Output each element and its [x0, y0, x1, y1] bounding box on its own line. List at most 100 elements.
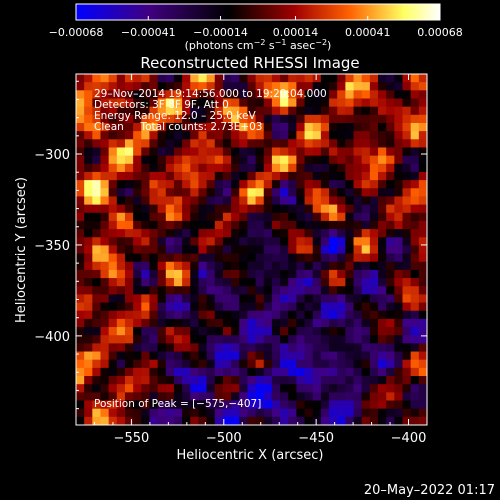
heatmap-cell — [353, 237, 363, 247]
heatmap-cell — [84, 147, 93, 157]
heatmap-cell — [304, 384, 314, 393]
heatmap-cell — [271, 310, 281, 320]
heatmap-cell — [173, 327, 183, 336]
heatmap-cell — [231, 261, 240, 271]
heatmap-cell — [337, 269, 346, 279]
heatmap-cell — [312, 327, 322, 336]
heatmap-cell — [394, 253, 404, 263]
heatmap-cell — [304, 98, 314, 108]
heatmap-cell — [288, 261, 297, 271]
heatmap-cell — [165, 229, 175, 238]
heatmap-cell — [231, 171, 240, 181]
heatmap-cell — [165, 90, 175, 100]
heatmap-cell — [157, 286, 167, 295]
heatmap-cell — [312, 147, 322, 157]
heatmap-cell — [92, 155, 102, 165]
heatmap-cell — [182, 343, 191, 353]
heatmap-cell — [231, 163, 240, 173]
heatmap-cell — [124, 220, 134, 230]
heatmap-cell — [410, 98, 420, 108]
heatmap-cell — [304, 400, 314, 410]
heatmap-cell — [165, 318, 175, 328]
heatmap-cell — [361, 196, 371, 206]
heatmap-cell — [312, 131, 322, 140]
heatmap-cell — [165, 367, 175, 377]
heatmap-cell — [157, 155, 167, 165]
heatmap-cell — [271, 261, 281, 271]
heatmap-cell — [173, 318, 183, 328]
heatmap-cell — [410, 278, 420, 287]
heatmap-cell — [320, 180, 330, 189]
heatmap-cell — [206, 155, 216, 165]
heatmap-cell — [263, 359, 273, 369]
heatmap-cell — [149, 188, 159, 198]
heatmap-cell — [100, 139, 110, 149]
heatmap-cell — [337, 400, 346, 410]
heatmap-cell — [361, 188, 371, 198]
heatmap-cell — [394, 408, 404, 418]
heatmap-cell — [304, 90, 314, 100]
heatmap-cell — [239, 106, 249, 116]
heatmap-cell — [247, 147, 257, 157]
heatmap-cell — [337, 74, 346, 83]
heatmap-cell — [100, 245, 110, 255]
heatmap-cell — [361, 163, 371, 173]
heatmap-cell — [247, 408, 257, 418]
heatmap-cell — [410, 74, 420, 83]
heatmap-cell — [84, 237, 93, 247]
heatmap-cell — [288, 327, 297, 336]
heatmap-cell — [296, 286, 306, 295]
heatmap-cell — [345, 327, 355, 336]
heatmap-cell — [76, 212, 85, 222]
heatmap-cell — [280, 310, 289, 320]
heatmap-cell — [353, 139, 363, 149]
heatmap-cell — [337, 351, 346, 361]
heatmap-cell — [255, 163, 265, 173]
heatmap-cell — [116, 171, 126, 181]
heatmap-cell — [116, 286, 126, 295]
heatmap-cell — [165, 74, 175, 83]
heatmap-cell — [76, 400, 85, 410]
heatmap-cell — [386, 302, 395, 312]
heatmap-cell — [361, 351, 371, 361]
heatmap-cell — [214, 408, 224, 418]
heatmap-cell — [394, 82, 404, 91]
heatmap-cell — [247, 367, 257, 377]
heatmap-cell — [280, 229, 289, 238]
heatmap-cell — [173, 74, 183, 83]
heatmap-cell — [353, 147, 363, 157]
heatmap-cell — [108, 188, 118, 198]
heatmap-cell — [239, 114, 249, 124]
heatmap-cell — [369, 90, 379, 100]
heatmap-cell — [345, 359, 355, 369]
heatmap-cell — [361, 98, 371, 108]
heatmap-cell — [418, 400, 427, 410]
heatmap-cell — [337, 335, 346, 344]
heatmap-cell — [182, 204, 191, 214]
heatmap-cell — [386, 327, 395, 336]
heatmap-cell — [304, 310, 314, 320]
heatmap-cell — [288, 269, 297, 279]
heatmap-cell — [394, 131, 404, 140]
heatmap-cell — [271, 343, 281, 353]
heatmap-cell — [247, 286, 257, 295]
heatmap-cell — [173, 90, 183, 100]
heatmap-cell — [320, 139, 330, 149]
heatmap-cell — [255, 196, 265, 206]
heatmap-cell — [76, 106, 85, 116]
heatmap-cell — [337, 310, 346, 320]
heatmap-cell — [288, 196, 297, 206]
heatmap-cell — [378, 302, 387, 312]
heatmap-cell — [280, 253, 289, 263]
info-line-counts: Clean Total counts: 2.73E+03 — [94, 121, 263, 133]
colorbar-tick-label: 0.00068 — [417, 26, 463, 39]
heatmap-cell — [353, 90, 363, 100]
heatmap-cell — [255, 106, 265, 116]
heatmap-cell — [296, 180, 306, 189]
heatmap-cell — [329, 359, 338, 369]
heatmap-cell — [190, 229, 200, 238]
heatmap-cell — [402, 278, 412, 287]
heatmap-cell — [206, 74, 216, 83]
heatmap-cell — [214, 327, 224, 336]
heatmap-cell — [84, 106, 93, 116]
